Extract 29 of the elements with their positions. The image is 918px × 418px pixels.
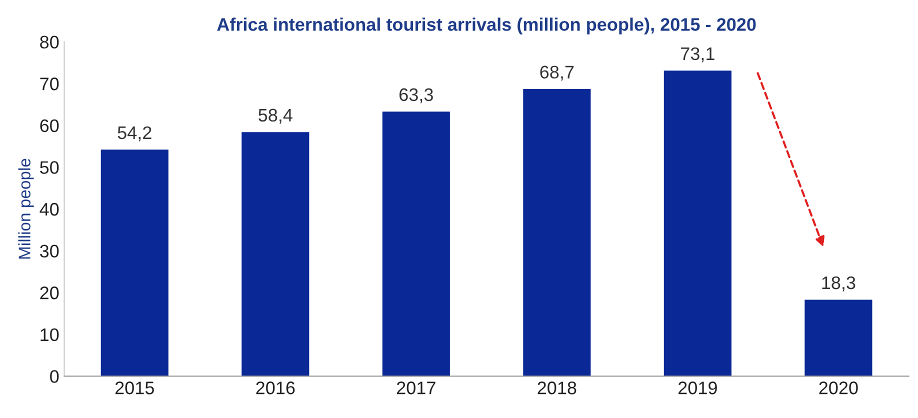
x-tick-label: 2020	[819, 382, 858, 394]
bar	[382, 112, 450, 376]
y-tick-label: 0	[50, 370, 59, 383]
data-label: 68,7	[540, 66, 574, 81]
x-tick-label: 2016	[256, 382, 295, 394]
x-tick-label: 2019	[678, 382, 717, 394]
data-label: 54,2	[118, 126, 152, 142]
chart-title: Africa international tourist arrivals (million people), 2015 - 2020	[217, 18, 756, 34]
bar	[804, 300, 872, 376]
bar	[664, 70, 732, 376]
data-label: 58,4	[258, 108, 292, 124]
bar	[523, 89, 591, 376]
y-axis-title: Million people	[18, 158, 34, 259]
data-label: 73,1	[681, 47, 714, 62]
y-tick-label: 60	[40, 119, 59, 132]
y-tick-label: 30	[40, 244, 59, 258]
y-tick-label: 70	[40, 78, 59, 90]
y-tick-label: 20	[40, 286, 59, 300]
bar	[242, 132, 310, 376]
data-label: 63,3	[400, 88, 433, 104]
data-label: 18,3	[822, 276, 856, 292]
y-tick-label: 50	[40, 161, 59, 174]
x-tick-label: 2017	[396, 382, 436, 394]
y-tick-label: 80	[40, 36, 59, 49]
bar	[100, 150, 168, 376]
x-tick-label: 2015	[115, 382, 154, 394]
y-tick-label: 10	[40, 328, 59, 342]
y-tick-label: 40	[40, 202, 59, 216]
x-tick-label: 2018	[538, 382, 576, 394]
